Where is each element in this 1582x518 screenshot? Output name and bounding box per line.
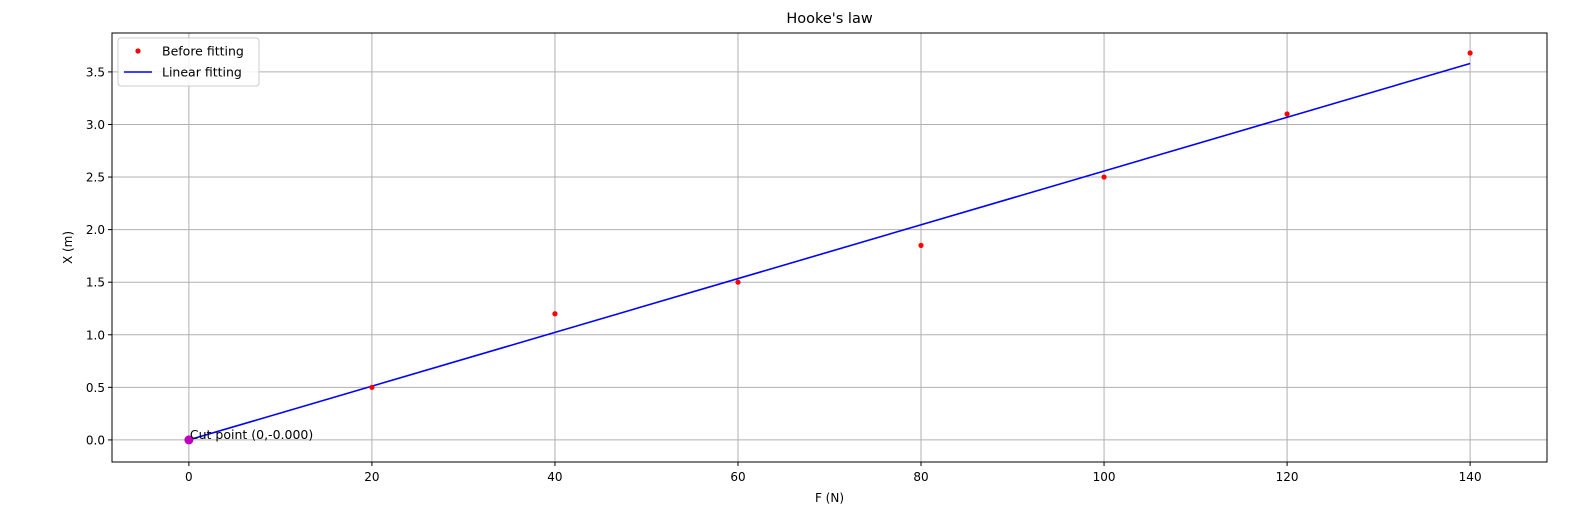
y-tick-label: 0.5 xyxy=(86,381,105,395)
plot-frame xyxy=(111,32,1548,463)
data-point xyxy=(369,384,375,390)
cut-point-label: Cut point (0,-0.000) xyxy=(190,427,313,442)
data-point xyxy=(1101,174,1107,180)
y-tick-label: 2.5 xyxy=(86,171,105,185)
chart-title: Hooke's law xyxy=(786,11,873,27)
x-axis-label: F (N) xyxy=(815,491,844,505)
legend-label: Linear fitting xyxy=(162,65,242,80)
y-tick-label: 3.0 xyxy=(86,118,105,132)
x-tick-label: 0 xyxy=(185,470,193,484)
y-tick-label: 2.0 xyxy=(86,223,105,237)
x-tick-label: 140 xyxy=(1459,470,1482,484)
x-tick-label: 40 xyxy=(547,470,562,484)
x-tick-label: 20 xyxy=(364,470,379,484)
y-axis-label: X (m) xyxy=(61,231,75,264)
ticks-group: 0 20 40 60 80 100 120 140 0.0 0.5 1.0 1.5 2.0 2.5 3.0 3… xyxy=(86,65,1482,484)
data-point xyxy=(1467,50,1473,56)
data-point xyxy=(918,242,924,248)
y-tick-label: 3.5 xyxy=(86,65,105,79)
legend-box xyxy=(117,37,260,87)
x-tick-label: 60 xyxy=(730,470,745,484)
fit-line xyxy=(188,62,1471,441)
cut-point-marker xyxy=(184,435,194,445)
series-line-group xyxy=(188,62,1471,441)
data-point xyxy=(1284,111,1290,117)
annotation-group: Cut point (0,-0.000) xyxy=(184,427,313,445)
legend-point-swatch xyxy=(135,48,141,54)
data-point xyxy=(735,279,741,285)
x-tick-label: 120 xyxy=(1276,470,1299,484)
grid xyxy=(112,33,1547,462)
y-tick-label: 1.5 xyxy=(86,276,105,290)
legend-label: Before fitting xyxy=(162,44,244,59)
x-tick-label: 100 xyxy=(1093,470,1116,484)
y-tick-label: 1.0 xyxy=(86,328,105,342)
x-tick-label: 80 xyxy=(913,470,928,484)
legend: Before fitting Linear fitting xyxy=(117,37,260,87)
y-tick-label: 0.0 xyxy=(86,433,105,447)
data-point xyxy=(552,311,558,317)
